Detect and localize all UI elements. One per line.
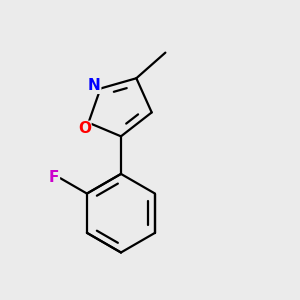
- Text: O: O: [78, 121, 91, 136]
- Text: N: N: [88, 78, 101, 93]
- Text: F: F: [49, 170, 59, 185]
